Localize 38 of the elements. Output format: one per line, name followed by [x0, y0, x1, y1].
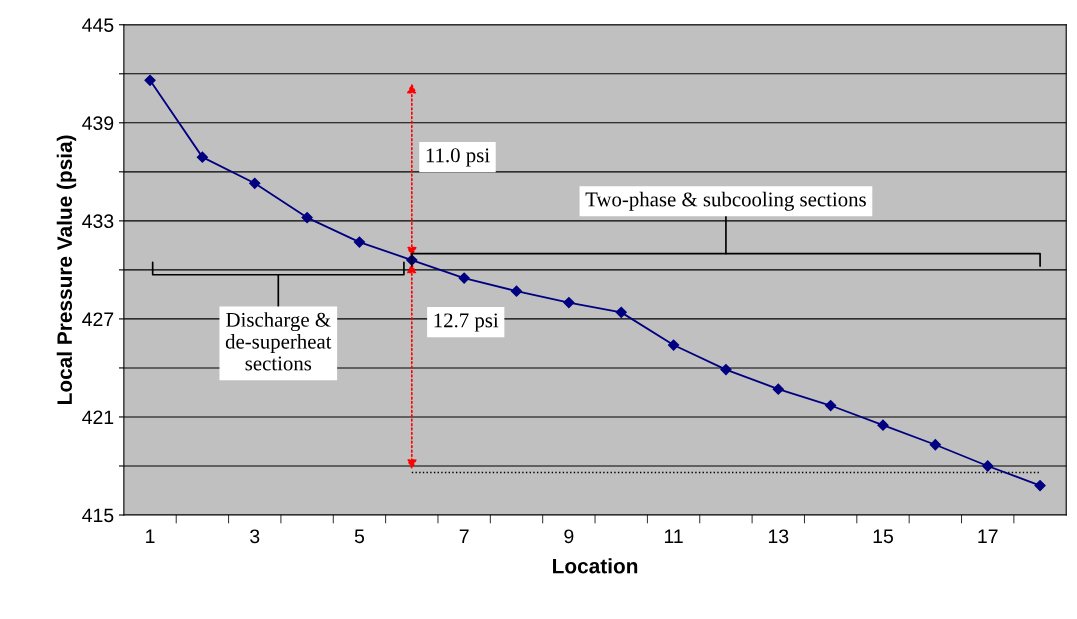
- point: [877, 419, 889, 431]
- y-tick-label: 445: [82, 18, 114, 32]
- point: [249, 177, 261, 189]
- x-tick-label: 1: [146, 529, 155, 543]
- x-tick-label: 3: [250, 529, 260, 544]
- annotation: Two-phase & subcooling sections: [585, 191, 866, 211]
- x-tick-label: 7: [459, 529, 469, 543]
- point: [825, 399, 837, 412]
- point: [929, 439, 941, 451]
- point: [615, 306, 627, 318]
- x-tick-label: 17: [978, 529, 998, 543]
- point: [563, 296, 575, 309]
- point: [667, 339, 680, 351]
- y-tick-label: 421: [82, 410, 114, 424]
- x-axis-title: Location: [553, 558, 638, 574]
- point: [196, 151, 208, 163]
- annotation: 12.7 psi: [434, 313, 499, 332]
- annotation: 11.0 psi: [426, 148, 490, 167]
- point: [982, 460, 994, 472]
- y-tick-label: 439: [82, 116, 114, 131]
- point: [144, 74, 156, 86]
- annotation: Discharge & de-superheat sections: [225, 312, 332, 371]
- y-tick-label: 415: [82, 508, 114, 523]
- x-tick-label: 5: [354, 529, 365, 544]
- point: [1034, 479, 1046, 492]
- x-tick-label: 15: [873, 529, 893, 544]
- point: [510, 285, 523, 297]
- point: [301, 211, 313, 224]
- point: [720, 363, 732, 376]
- x-tick-label: 11: [664, 529, 683, 543]
- point: [353, 236, 366, 248]
- x-tick-label: 13: [768, 529, 789, 544]
- point: [772, 383, 784, 395]
- y-tick-label: 433: [82, 214, 114, 229]
- y-tick-label: 427: [82, 312, 114, 326]
- point: [458, 272, 470, 284]
- x-tick-label: 9: [564, 529, 574, 544]
- y-axis-title: Local Pressure Value (psia): [56, 135, 77, 404]
